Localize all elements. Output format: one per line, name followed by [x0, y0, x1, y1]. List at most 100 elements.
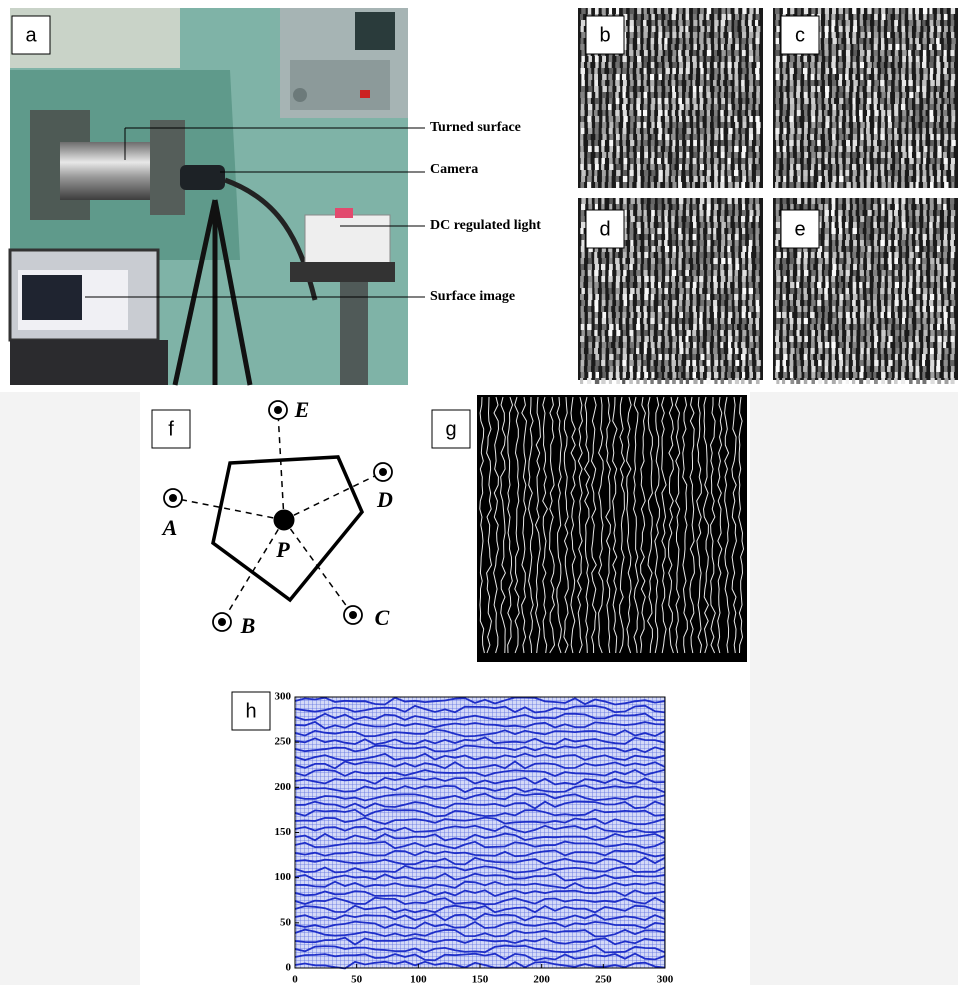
texture-cell [602, 170, 606, 176]
texture-cell [873, 300, 877, 306]
texture-cell [923, 216, 926, 222]
texture-cell [658, 26, 662, 32]
texture-cell [678, 306, 682, 312]
texture-cell [790, 98, 794, 104]
texture-cell [874, 366, 878, 372]
texture-cell [741, 128, 745, 134]
texture-cell [936, 372, 939, 378]
texture-cell [867, 140, 871, 146]
texture-cell [588, 86, 592, 92]
texture-cell [831, 282, 835, 288]
texture-cell [637, 38, 640, 44]
texture-cell [909, 74, 912, 80]
texture-cell [825, 372, 829, 378]
texture-cell [839, 176, 843, 182]
texture-cell [616, 74, 620, 80]
texture-cell [846, 204, 850, 210]
texture-cell [930, 366, 934, 372]
texture-cell [657, 86, 661, 92]
texture-cell [700, 354, 704, 360]
texture-cell [937, 282, 940, 288]
texture-cell [929, 62, 933, 68]
texture-cell [748, 378, 751, 384]
texture-cell [951, 116, 955, 122]
texture-cell [832, 80, 836, 86]
texture-cell [860, 312, 864, 318]
texture-cell [859, 228, 863, 234]
texture-cell [951, 216, 954, 222]
texture-cell [629, 204, 633, 210]
texture-cell [943, 170, 946, 176]
texture-cell [630, 62, 633, 68]
texture-cell [804, 312, 807, 318]
texture-cell [902, 134, 906, 140]
texture-cell [832, 50, 836, 56]
texture-cell [671, 134, 675, 140]
texture-cell [664, 288, 668, 294]
texture-cell [922, 378, 926, 384]
texture-cell [637, 330, 641, 336]
texture-cell [846, 312, 850, 318]
texture-cell [714, 56, 718, 62]
texture-cell [630, 80, 634, 86]
texture-cell [706, 318, 709, 324]
texture-cell [825, 348, 828, 354]
texture-cell [644, 14, 648, 20]
texture-cell [853, 240, 857, 246]
texture-cell [678, 282, 682, 288]
texture-cell [700, 300, 704, 306]
texture-cell [923, 222, 927, 228]
texture-cell [797, 170, 801, 176]
texture-cell [727, 164, 730, 170]
texture-cell [951, 288, 954, 294]
texture-cell [887, 104, 891, 110]
texture-cell [943, 204, 946, 210]
texture-cell [623, 146, 626, 152]
texture-cell [644, 240, 648, 246]
texture-cell [755, 50, 759, 56]
texture-cell [707, 264, 711, 270]
texture-cell [602, 92, 606, 98]
texture-cell [658, 164, 662, 170]
texture-cell [930, 342, 933, 348]
texture-cell [867, 62, 871, 68]
texture-cell [581, 324, 585, 330]
texture-cell [915, 110, 919, 116]
texture-cell [734, 294, 738, 300]
texture-cell [693, 282, 697, 288]
texture-cell [916, 366, 920, 372]
texture-cell [909, 300, 913, 306]
texture-cell [916, 32, 920, 38]
texture-cell [741, 158, 745, 164]
texture-cell [755, 348, 759, 354]
texture-cell [873, 324, 876, 330]
texture-cell [643, 164, 646, 170]
texture-cell [824, 110, 827, 116]
texture-cell [658, 98, 662, 104]
texture-cell [727, 246, 730, 252]
texture-cell [595, 8, 599, 14]
texture-cell [623, 330, 626, 336]
texture-cell [902, 228, 906, 234]
texture-cell [909, 378, 913, 384]
texture-cell [923, 324, 927, 330]
texture-cell [637, 140, 640, 146]
texture-cell [923, 204, 927, 210]
texture-cell [644, 234, 648, 240]
texture-cell [803, 170, 807, 176]
texture-cell [881, 204, 884, 210]
texture-cell [686, 86, 689, 92]
texture-cell [720, 252, 724, 258]
texture-cell [664, 44, 667, 50]
annotation: DC regulated light [430, 218, 541, 233]
texture-cell [797, 198, 801, 204]
texture-cell [707, 170, 711, 176]
texture-cell [678, 234, 682, 240]
texture-cell [602, 104, 606, 110]
texture-cell [944, 378, 948, 384]
texture-cell [937, 116, 940, 122]
texture-cell [623, 372, 626, 378]
texture-cell [922, 360, 925, 366]
texture-cell [714, 182, 718, 188]
texture-cell [796, 348, 799, 354]
